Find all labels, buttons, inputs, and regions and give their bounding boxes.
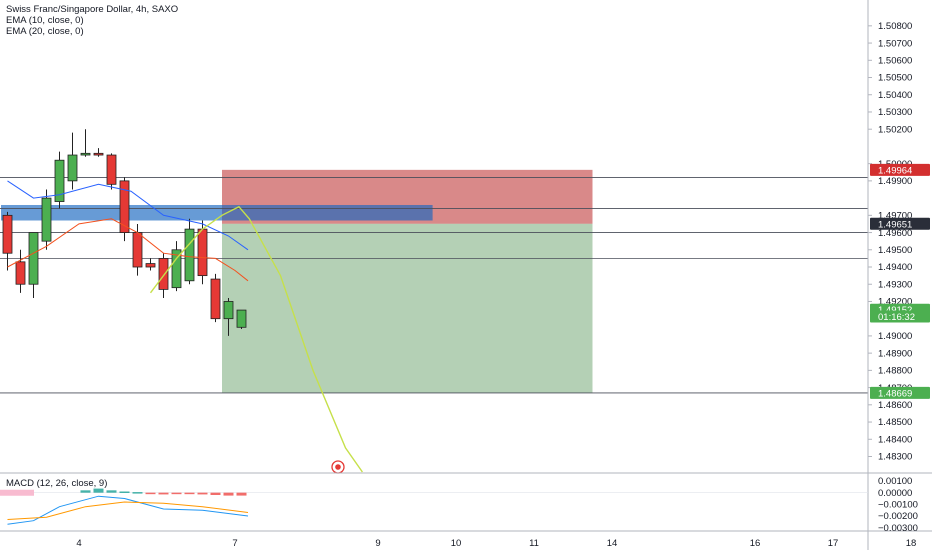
price-tick-label: 1.49400 <box>878 262 912 273</box>
price-tick-label: 1.49900 <box>878 176 912 187</box>
price-tag <box>870 310 930 323</box>
macd-signal-line <box>7 501 249 520</box>
candle-body <box>145 263 156 268</box>
price-tag-label: 01:16:32 <box>878 312 915 323</box>
price-tick-label: 1.49500 <box>878 245 912 256</box>
price-tag-label: 1.49964 <box>878 165 912 176</box>
price-tick-label: 1.50500 <box>878 73 912 84</box>
candle-body <box>28 232 39 285</box>
macd-histogram-bar <box>210 492 221 495</box>
candle-body <box>132 232 143 268</box>
macd-histogram-bar <box>197 492 208 495</box>
candle-body <box>223 301 234 320</box>
price-tag <box>870 163 930 176</box>
time-tick-label: 17 <box>828 538 839 549</box>
ema-20-label: EMA (20, close, 0) <box>6 26 84 37</box>
price-tick-label: 1.48300 <box>878 452 912 463</box>
macd-tick-label: 0.00000 <box>878 488 912 499</box>
chart-legend: Swiss Franc/Singapore Dollar, 4h, SAXO E… <box>6 4 178 37</box>
ema-20-line <box>7 180 249 251</box>
macd-tick-label: 0.00100 <box>878 476 912 487</box>
ema-10-label: EMA (10, close, 0) <box>6 15 84 26</box>
price-tick-label: 1.49300 <box>878 279 912 290</box>
price-tick-label: 1.49700 <box>878 211 912 222</box>
candle-body <box>158 257 169 290</box>
macd-histogram-bar <box>236 492 247 496</box>
symbol-title: Swiss Franc/Singapore Dollar, 4h, SAXO <box>6 4 179 15</box>
candle-body <box>236 309 247 328</box>
macd-tick-label: −0.00100 <box>878 500 918 511</box>
price-tick-label: 1.50800 <box>878 21 912 32</box>
price-tick-label: 1.50200 <box>878 124 912 135</box>
ema-10-line <box>7 218 249 282</box>
macd-histogram-bar <box>145 492 156 495</box>
price-tick-label: 1.49000 <box>878 331 912 342</box>
target-marker-dot <box>335 464 341 470</box>
candle-body <box>106 154 117 185</box>
price-tick-label: 1.49600 <box>878 228 912 239</box>
price-tick-label: 1.50300 <box>878 107 912 118</box>
candle-body <box>197 228 208 277</box>
price-tick-label: 1.49200 <box>878 297 912 308</box>
candle-body <box>80 152 91 156</box>
price-tick-label: 1.48800 <box>878 366 912 377</box>
candle-body <box>2 214 13 254</box>
macd-histogram-bar <box>184 492 195 495</box>
resistance-zone <box>1 204 433 221</box>
price-tick-label: 1.48400 <box>878 434 912 445</box>
candle-body <box>93 152 104 156</box>
price-tick-label: 1.50600 <box>878 55 912 66</box>
candle-body <box>184 228 195 282</box>
candle-body <box>15 261 26 285</box>
time-tick-label: 11 <box>529 538 539 549</box>
price-tick-label: 1.50700 <box>878 38 912 49</box>
candle-body <box>67 154 78 182</box>
time-tick-label: 9 <box>375 538 380 549</box>
price-tag <box>870 217 930 230</box>
time-tick-label: 16 <box>750 538 761 549</box>
time-tick-label: 18 <box>906 538 917 549</box>
price-tick-label: 1.48900 <box>878 348 912 359</box>
macd-histogram-faded <box>0 489 34 496</box>
price-tick-label: 1.50400 <box>878 90 912 101</box>
macd-legend: MACD (12, 26, close, 9) <box>6 478 108 489</box>
macd-tick-label: −0.00200 <box>878 511 918 522</box>
macd-line <box>7 495 249 525</box>
price-tag-label: 1.49651 <box>878 219 912 230</box>
candle-body <box>171 249 182 289</box>
candle-body <box>41 197 52 242</box>
time-tick-label: 10 <box>451 538 462 549</box>
price-tick-label: 1.48500 <box>878 417 912 428</box>
macd-histogram-bar <box>93 488 104 493</box>
price-tag-label: 1.48669 <box>878 388 912 399</box>
price-tag <box>870 386 930 399</box>
take-profit-zone <box>222 223 593 393</box>
macd-histogram-bar <box>80 490 91 493</box>
candle-body <box>210 278 221 320</box>
macd-histogram-bar <box>171 492 182 495</box>
time-tick-label: 7 <box>232 538 237 549</box>
price-tick-label: 1.48600 <box>878 400 912 411</box>
macd-histogram-bar <box>106 490 117 493</box>
macd-histogram-bar <box>119 491 130 493</box>
macd-histogram-bar <box>158 492 169 495</box>
candle-body <box>54 159 65 202</box>
macd-histogram-bar <box>132 492 143 494</box>
candle-body <box>119 180 130 233</box>
projection-path <box>149 205 363 473</box>
macd-histogram-bar <box>223 492 234 496</box>
time-tick-label: 14 <box>607 538 618 549</box>
macd-tick-label: −0.00300 <box>878 523 918 534</box>
time-tick-label: 4 <box>76 538 81 549</box>
